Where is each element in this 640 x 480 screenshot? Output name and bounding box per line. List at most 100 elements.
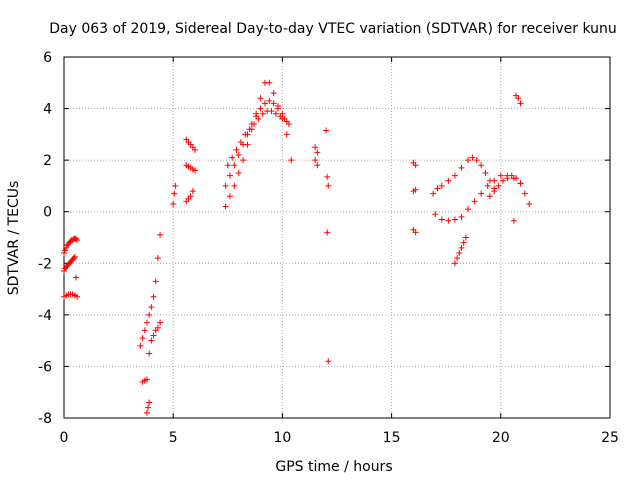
data-point-seg20: [491, 188, 498, 195]
data-point-seg16: [323, 127, 330, 134]
data-point-seg16: [325, 358, 332, 365]
data-point-seg14: [233, 146, 240, 153]
data-point-seg13: [266, 97, 273, 104]
data-point-seg14: [281, 115, 288, 122]
data-point-seg14: [259, 110, 266, 117]
y-tick-label: -2: [38, 256, 52, 272]
y-tick-label: -4: [38, 308, 52, 324]
data-point-seg19: [458, 213, 465, 220]
data-point-seg12: [231, 182, 238, 189]
data-point-seg5: [146, 311, 153, 318]
data-point-seg19: [471, 198, 478, 205]
x-tick-label: 10: [273, 430, 291, 446]
data-point-seg20: [526, 200, 533, 207]
data-point-seg5: [152, 278, 159, 285]
data-point-seg20: [513, 175, 520, 182]
data-point-seg4: [73, 274, 80, 281]
data-point-seg19: [451, 216, 458, 223]
data-point-seg13: [235, 151, 242, 158]
x-tick-label: 20: [492, 430, 510, 446]
y-tick-label: -6: [38, 359, 52, 375]
data-point-seg6: [148, 337, 155, 344]
data-point-seg14: [224, 162, 231, 169]
data-point-seg18: [473, 157, 480, 164]
x-tick-label: 15: [383, 430, 401, 446]
y-tick-label: 6: [43, 50, 52, 66]
data-point-seg20: [521, 190, 528, 197]
data-point-seg20: [517, 180, 524, 187]
data-point-seg13: [222, 182, 229, 189]
data-point-seg20: [495, 182, 502, 189]
data-point-seg7: [146, 399, 153, 406]
data-point-seg18: [458, 164, 465, 171]
data-point-seg21: [460, 239, 467, 246]
data-point-seg14: [246, 126, 253, 133]
data-point-seg18: [430, 190, 437, 197]
data-point-seg17: [412, 186, 419, 193]
data-point-seg18: [469, 154, 476, 161]
data-point-seg11: [189, 188, 196, 195]
data-point-seg7: [145, 404, 152, 411]
x-tick-label: 0: [60, 430, 69, 446]
data-point-seg6: [150, 332, 157, 339]
data-point-seg22: [517, 100, 524, 107]
data-point-seg12: [226, 193, 233, 200]
data-point-seg8: [172, 182, 179, 189]
data-point-seg16: [324, 229, 331, 236]
data-point-seg6: [154, 324, 161, 331]
data-point-seg14: [272, 110, 279, 117]
axis-ticks: 0 5 10 15 20 25 -8 -6 -4 -2 0 2 4 6: [38, 50, 619, 446]
data-point-seg19: [497, 172, 504, 179]
data-point-seg6: [143, 376, 150, 383]
data-point-seg2: [61, 268, 67, 275]
data-point-seg12: [288, 157, 295, 164]
data-point-seg6: [146, 350, 153, 357]
data-point-seg10: [192, 167, 199, 174]
data-point-seg18: [478, 162, 485, 169]
data-point-seg21: [456, 249, 463, 256]
data-point-seg14: [242, 131, 249, 138]
data-point-seg11: [187, 193, 194, 200]
data-point-seg12: [235, 170, 242, 177]
data-point-seg18: [434, 185, 441, 192]
data-point-seg13: [270, 100, 277, 107]
data-point-seg18: [445, 177, 452, 184]
data-point-seg16: [324, 173, 331, 180]
x-axis-label: GPS time / hours: [275, 459, 392, 475]
data-point-seg20: [486, 193, 493, 200]
data-point-seg13: [257, 105, 264, 112]
data-point-seg5: [137, 342, 144, 349]
data-point-seg15: [312, 144, 319, 151]
data-point-seg15: [314, 162, 321, 169]
y-tick-label: 2: [43, 153, 52, 169]
data-point-seg7: [143, 409, 150, 416]
data-point-seg15: [312, 157, 319, 164]
data-point-seg1: [63, 244, 70, 251]
data-point-seg13: [226, 172, 233, 179]
chart-title: Day 063 of 2019, Sidereal Day-to-day VTE…: [49, 21, 617, 37]
data-point-seg15: [314, 149, 321, 156]
data-point-seg19: [438, 216, 445, 223]
data-point-seg19: [445, 217, 452, 224]
data-point-seg14: [277, 113, 284, 120]
data-point-seg12: [257, 95, 264, 102]
data-point-seg1: [73, 235, 80, 242]
data-point-seg17: [412, 162, 419, 169]
data-point-seg5: [141, 327, 148, 334]
data-point-seg13: [261, 100, 268, 107]
data-point-seg5: [143, 319, 150, 326]
data-point-seg18: [438, 182, 445, 189]
y-axis-label: SDTVAR / TECUs: [6, 181, 22, 296]
data-point-seg5: [150, 293, 157, 300]
data-point-seg1: [62, 247, 69, 254]
data-point-seg13: [231, 162, 238, 169]
plot-frame: [63, 56, 611, 419]
data-point-seg14: [285, 121, 292, 128]
data-point-seg9: [192, 146, 199, 153]
data-point-seg1: [61, 249, 67, 256]
data-point-seg2: [70, 255, 77, 262]
data-point-seg20: [499, 177, 506, 184]
data-point-seg12: [240, 157, 247, 164]
data-point-seg19: [478, 190, 485, 197]
